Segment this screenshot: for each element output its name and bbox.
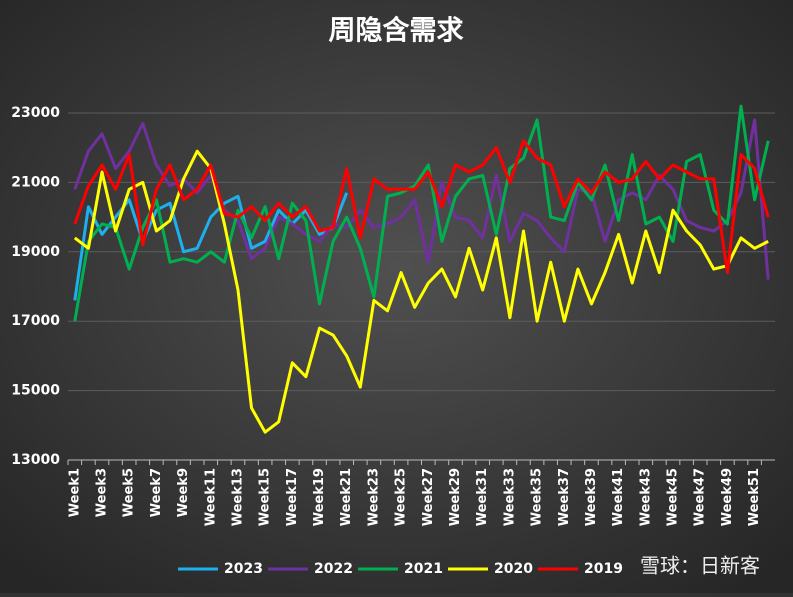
legend-label: 2022 [314,561,353,577]
legend-label: 2021 [404,561,443,577]
x-tick-label: Week45 [666,468,681,526]
x-tick-label: Week51 [747,468,762,526]
x-tick-label: Week1 [67,468,82,517]
x-tick-label: Week43 [638,468,653,526]
x-tick-label: Week39 [584,468,599,526]
x-tick-label: Week5 [122,468,137,517]
x-tick-label: Week19 [312,468,327,526]
x-tick-label: Week7 [149,468,164,517]
chart-title: 周隐含需求 [329,15,464,47]
y-tick-label: 15000 [11,383,60,399]
x-tick-label: Week11 [203,468,218,526]
x-tick-label: Week9 [176,468,191,517]
y-tick-label: 19000 [11,244,60,260]
series-line [73,118,770,280]
x-tick-label: Week49 [720,468,735,526]
x-tick-label: Week27 [421,468,436,526]
x-tick-label: Week13 [230,468,245,526]
x-tick-label: Week31 [475,468,490,526]
x-tick-label: Week15 [258,468,273,526]
x-tick-label: Week47 [693,468,708,526]
x-tick-label: Week21 [339,468,354,526]
x-tick-label: Week37 [557,468,572,526]
y-tick-label: 23000 [11,105,60,121]
x-tick-label: Week35 [530,468,545,526]
series-line [73,149,769,434]
legend-label: 2020 [494,561,533,577]
y-tick-label: 13000 [11,452,60,468]
x-tick-label: Week33 [502,468,517,526]
series-line [73,139,770,275]
series-line [73,104,770,322]
x-tick-label: Week41 [611,468,626,526]
y-tick-label: 17000 [11,313,60,329]
x-tick-label: Week25 [394,468,409,526]
legend-label: 2019 [584,561,623,577]
x-tick-label: Week23 [366,468,381,526]
x-tick-label: Week29 [448,468,463,526]
watermark: 雪球：日新客 [640,554,760,578]
x-tick-label: Week17 [285,468,300,526]
y-tick-label: 21000 [11,174,60,190]
x-tick-label: Week3 [94,468,109,517]
legend-label: 2023 [224,561,263,577]
